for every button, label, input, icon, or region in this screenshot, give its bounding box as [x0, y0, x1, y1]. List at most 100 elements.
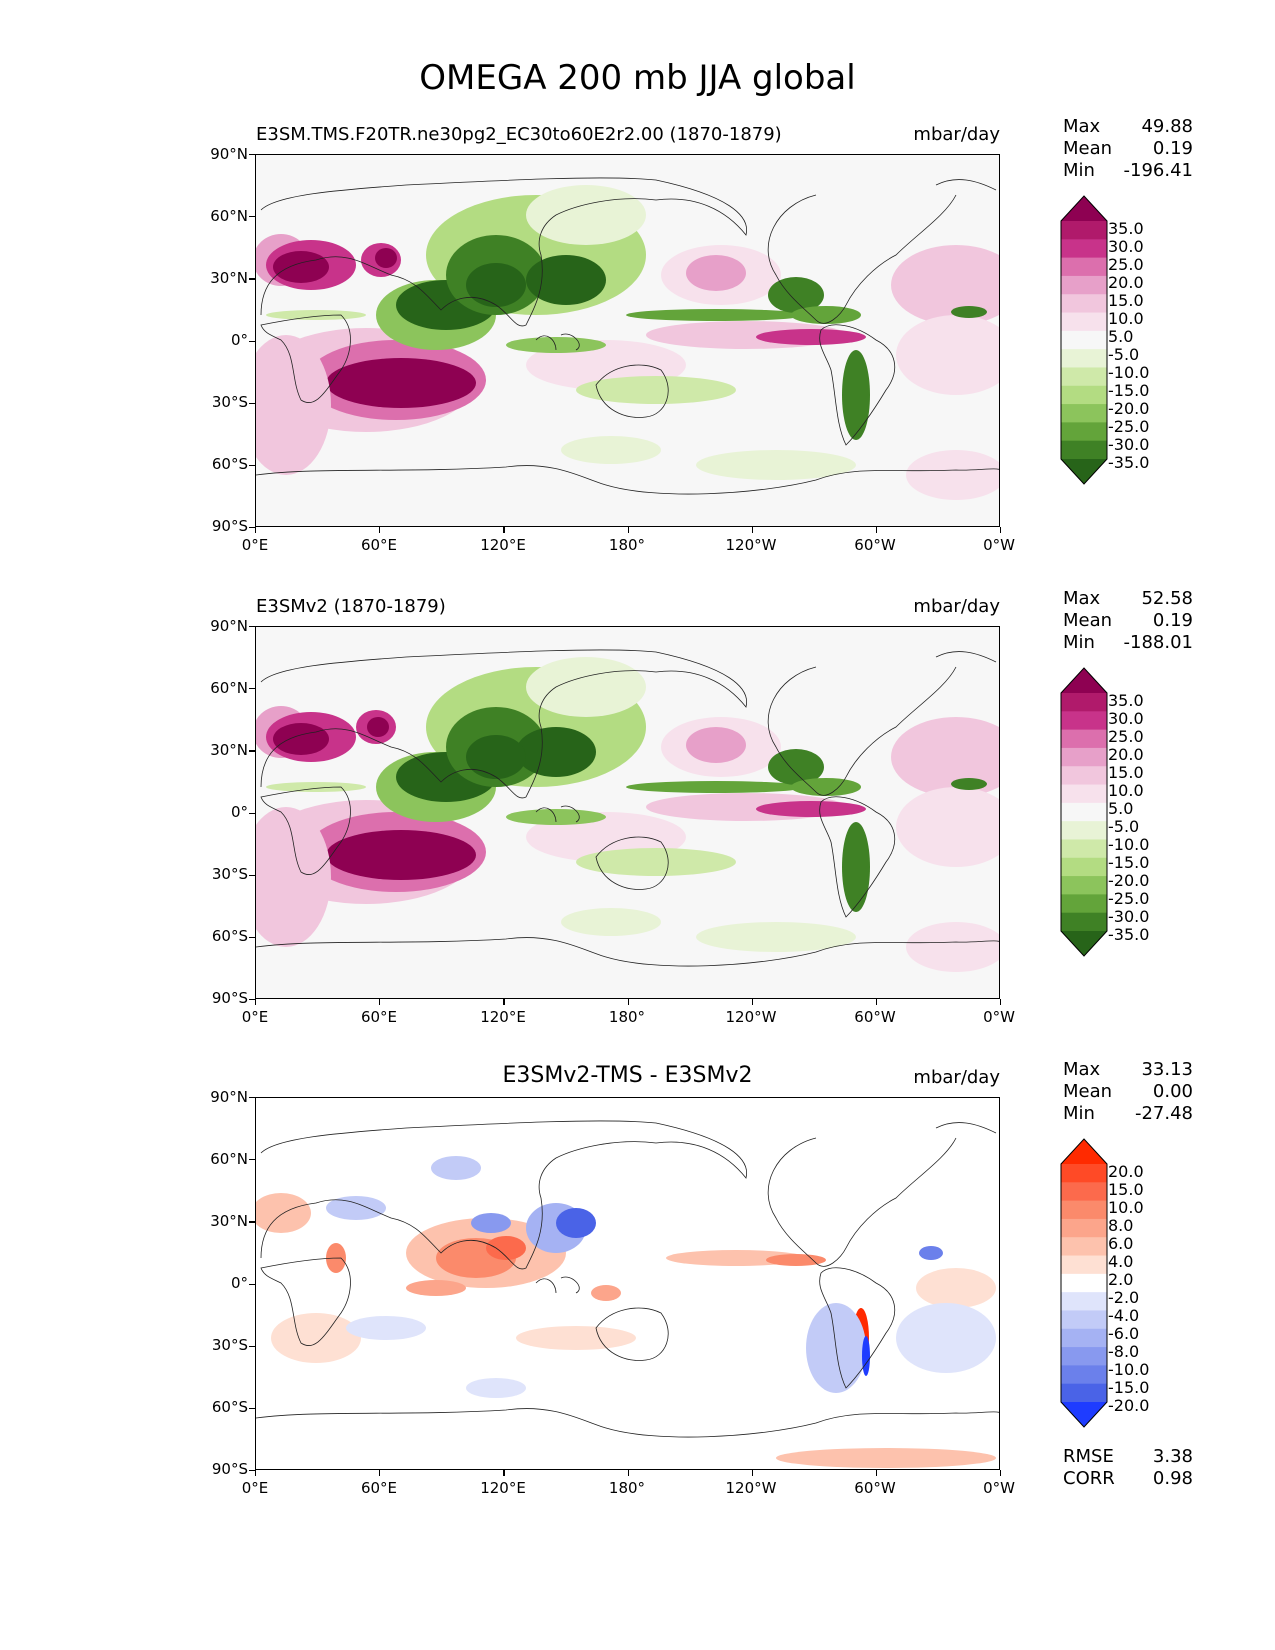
colorbar-extend-max — [1061, 196, 1107, 221]
x-tick-mark — [751, 527, 753, 533]
colorbar-label: 35.0 — [1108, 691, 1144, 710]
colorbar-label: 5.0 — [1108, 799, 1134, 818]
stat-corr: CORR 0.98 — [1063, 1468, 1193, 1489]
lat-tick-label: 30°N — [210, 1212, 248, 1230]
colorbar-bin — [1061, 349, 1107, 368]
colorbar-bin — [1061, 1182, 1107, 1202]
colorbar-bin — [1061, 894, 1107, 914]
panel-extra-stats: RMSE 3.38 CORR 0.98 — [1063, 1446, 1193, 1490]
colorbar-bin — [1061, 857, 1107, 877]
colorbar-label: -30.0 — [1108, 435, 1150, 454]
stat-max: Max 33.13 — [1063, 1059, 1193, 1080]
colorbar-label: -6.0 — [1108, 1324, 1140, 1343]
colorbar-bin — [1061, 385, 1107, 405]
colorbar-label: -10.0 — [1108, 835, 1150, 854]
lat-tick-label: 90°S — [211, 1460, 248, 1478]
colorbar-bin — [1061, 330, 1107, 350]
map-background — [256, 1098, 999, 1469]
colorbar-bin — [1061, 239, 1107, 259]
colorbar-bin — [1061, 404, 1107, 423]
colorbar-bin — [1061, 729, 1107, 749]
lon-tick-label: 60°E — [360, 1008, 398, 1026]
y-tick-mark — [249, 464, 255, 467]
lon-tick-label: 120°W — [725, 1008, 777, 1026]
y-tick-mark — [249, 874, 255, 876]
lon-tick-label: 180° — [608, 1008, 646, 1026]
y-tick-mark — [249, 1159, 255, 1161]
colorbar-bin — [1061, 422, 1107, 442]
colorbar-bin — [1061, 1328, 1107, 1348]
lat-tick-label: 90°N — [210, 1088, 248, 1106]
colorbar-label: 30.0 — [1108, 237, 1144, 256]
panel-difference: E3SMv2-TMS - E3SMv2 mbar/day — [0, 1053, 1275, 1497]
field-negative-omega — [266, 185, 987, 480]
coastlines — [256, 649, 999, 967]
stat-min: Min -188.01 — [1063, 632, 1193, 653]
lat-tick-label: 60°N — [210, 207, 248, 225]
omega-difference-map — [256, 1098, 999, 1469]
coastlines — [256, 177, 999, 495]
colorbar — [1060, 667, 1108, 957]
colorbar-label: 25.0 — [1108, 727, 1144, 746]
colorbar-extend-max — [1061, 1139, 1107, 1164]
colorbar-label: 15.0 — [1108, 763, 1144, 782]
colorbar-label: -20.0 — [1108, 399, 1150, 418]
colorbar-bin — [1061, 221, 1107, 240]
x-tick-mark — [1000, 527, 1002, 533]
y-tick-mark — [249, 1345, 255, 1347]
colorbar-bin — [1061, 257, 1107, 277]
lat-tick-label: 0° — [230, 331, 248, 349]
y-tick-mark — [249, 812, 255, 814]
x-tick-mark — [751, 1470, 753, 1476]
colorbar-label: 25.0 — [1108, 255, 1144, 274]
colorbar-outline — [1060, 667, 1108, 957]
colorbar-bin — [1061, 747, 1107, 767]
colorbar-label: 30.0 — [1108, 709, 1144, 728]
colorbar-extend-min — [1061, 1402, 1107, 1427]
panel-title: E3SMv2 (1870-1879) — [256, 596, 446, 617]
lat-tick-label: 0° — [230, 1274, 248, 1292]
stat-min: Min -27.48 — [1063, 1103, 1193, 1124]
colorbar-label: -4.0 — [1108, 1306, 1140, 1325]
colorbar-outline — [1060, 195, 1108, 485]
lon-tick-label: 180° — [608, 1479, 646, 1497]
field-positive-omega — [256, 234, 999, 500]
panel-stats: Max 52.58 Mean 0.19 Min -188.01 — [1063, 588, 1193, 654]
colorbar-bin — [1061, 766, 1107, 786]
lon-tick-label: 120°W — [725, 1479, 777, 1497]
y-tick-mark — [249, 527, 255, 529]
panel-stats: Max 33.13 Mean 0.00 Min -27.48 — [1063, 1059, 1193, 1125]
colorbar-bin — [1061, 802, 1107, 822]
panel-units: mbar/day — [913, 1067, 1000, 1088]
colorbar-label: -35.0 — [1108, 453, 1150, 472]
colorbar-bin — [1061, 693, 1107, 712]
y-tick-mark — [249, 999, 255, 1001]
colorbar-extend-min — [1061, 931, 1107, 956]
omega-field-map — [256, 155, 999, 526]
colorbar-bin — [1061, 1273, 1107, 1293]
colorbar-bin — [1061, 312, 1107, 332]
lon-tick-label: 0°W — [983, 1479, 1015, 1497]
lon-tick-label: 0°W — [983, 1008, 1015, 1026]
colorbar-bin — [1061, 876, 1107, 895]
x-tick-mark — [627, 527, 629, 533]
colorbar — [1060, 1138, 1108, 1428]
colorbar-label: 4.0 — [1108, 1252, 1134, 1271]
lat-tick-label: 60°N — [210, 679, 248, 697]
colorbar-label: 8.0 — [1108, 1216, 1134, 1235]
x-tick-mark — [627, 999, 629, 1005]
colorbar-label: 20.0 — [1108, 1162, 1144, 1181]
colorbar-bin — [1061, 821, 1107, 840]
y-tick-mark — [249, 1097, 255, 1099]
lat-tick-label: 30°N — [210, 269, 248, 287]
lon-tick-label: 180° — [608, 536, 646, 554]
panel-units: mbar/day — [913, 124, 1000, 145]
x-tick-mark — [875, 527, 878, 533]
field-positive-omega — [256, 706, 999, 972]
colorbar-label: -15.0 — [1108, 853, 1150, 872]
x-tick-mark — [875, 1470, 878, 1476]
colorbar — [1060, 195, 1108, 485]
colorbar-bin — [1061, 440, 1107, 460]
x-tick-mark — [627, 1470, 629, 1476]
lon-tick-label: 60°W — [854, 536, 896, 554]
